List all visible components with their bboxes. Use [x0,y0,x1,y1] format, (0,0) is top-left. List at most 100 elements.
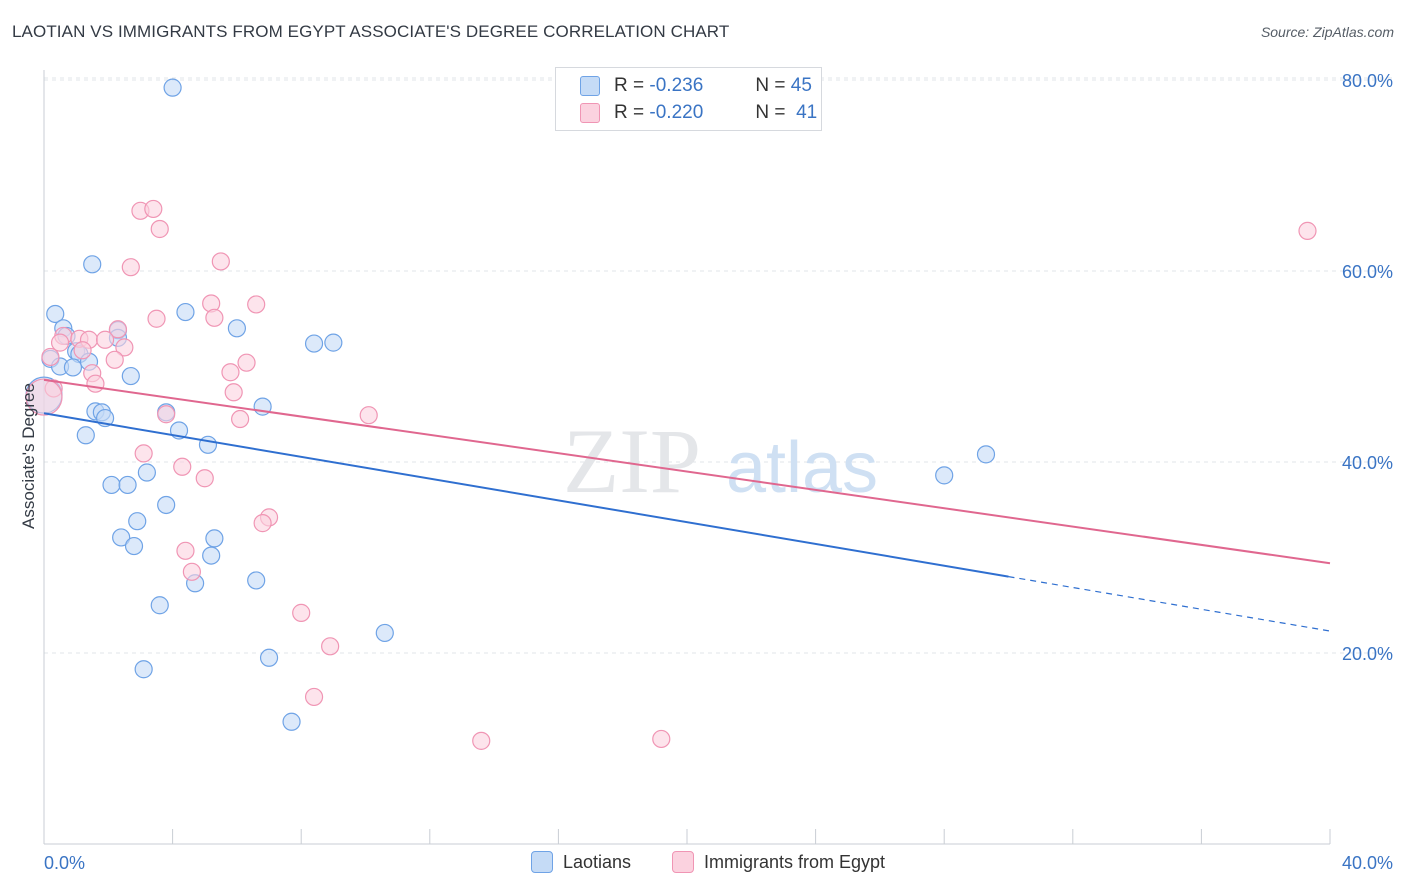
point-egypt [359,406,378,425]
legend-item-egypt[interactable]: Immigrants from Egypt [672,851,885,873]
series-legend: Laotians Immigrants from Egypt [0,851,1406,877]
point-egypt [224,383,243,402]
point-laotians [150,596,169,615]
trend-line-laotians-extension [1008,576,1331,632]
watermark-zip: ZIP [563,410,701,512]
point-egypt [205,308,224,327]
point-egypt [144,199,163,219]
point-egypt [105,350,124,369]
point-egypt [1298,221,1317,240]
r-label: R = [614,102,645,123]
axes [43,70,1331,845]
legend-swatch-laotians [531,851,553,873]
point-laotians [375,623,394,643]
trend-line-laotians [43,412,1009,578]
r-value-egypt: -0.220 [649,102,704,123]
point-egypt [182,562,201,581]
trend-line-egypt [43,378,1331,565]
point-laotians [128,512,147,531]
point-laotians [63,358,83,377]
point-laotians [83,255,102,274]
point-egypt [108,320,128,339]
point-egypt [652,729,671,749]
point-egypt [292,603,311,622]
point-laotians [134,660,153,679]
stats-swatch-laotians [580,76,600,96]
y-tick-label: 80.0% [1342,71,1393,91]
point-laotians [157,495,176,515]
point-egypt [231,409,250,429]
n-label: N = [755,102,786,123]
tick-labels: 20.0% 40.0% 60.0% 80.0% 0.0% 40.0% [44,71,1393,873]
watermark: ZIP atlas [563,410,878,512]
point-egypt [321,637,340,656]
point-egypt [86,374,105,393]
point-laotians [163,78,182,97]
point-egypt [304,687,324,707]
point-egypt [253,514,272,533]
point-laotians [121,366,140,386]
y-tick-label: 40.0% [1342,453,1393,473]
point-laotians [202,546,221,565]
point-laotians [137,463,156,482]
point-egypt [134,444,153,463]
point-egypt [176,541,195,560]
point-egypt [73,341,92,360]
legend-swatch-egypt [672,851,694,873]
stats-row-laotians: R = -0.236 N = 45 [580,73,812,99]
stats-row-egypt: R = -0.220 N = 41 [580,100,817,126]
point-laotians [46,304,65,324]
point-laotians [205,529,224,548]
point-egypt [157,405,176,424]
point-laotians [247,571,266,590]
point-egypt [147,309,166,328]
point-egypt [237,353,256,372]
point-laotians [227,319,246,338]
point-laotians [282,712,301,731]
legend-label-laotians: Laotians [563,851,632,872]
point-laotians [259,648,279,667]
point-egypt [247,295,266,314]
point-egypt [173,457,192,476]
chart-title: LAOTIAN VS IMMIGRANTS FROM EGYPT ASSOCIA… [12,22,730,41]
point-egypt [41,347,60,367]
y-tick-label: 60.0% [1342,262,1393,282]
point-egypt [25,378,63,416]
point-laotians [118,475,137,495]
legend-item-laotians[interactable]: Laotians [531,851,631,873]
source-label: Source: ZipAtlas.com [1260,24,1394,40]
stats-legend: R = -0.236 N = 45 R = -0.220 N = 41 [555,67,822,131]
point-laotians [112,528,131,547]
data-points [25,78,1317,750]
x-tick-label: 40.0% [1342,853,1393,873]
point-egypt [472,731,491,750]
point-laotians [102,475,121,495]
point-laotians [198,435,218,454]
r-value-laotians: -0.236 [649,75,704,96]
x-tick-label: 0.0% [44,853,85,873]
point-egypt [195,469,214,488]
point-laotians [76,426,95,445]
point-laotians [324,333,343,352]
point-laotians [304,334,324,353]
n-value-egypt: 41 [796,102,818,123]
point-laotians [976,445,996,464]
n-label: N = [755,75,786,96]
point-egypt [115,338,134,357]
trend-lines [43,378,1331,632]
point-egypt [95,330,115,349]
n-value-laotians: 45 [790,75,812,96]
point-egypt [221,363,240,382]
point-egypt [121,258,140,277]
point-egypt [211,252,230,271]
y-tick-label: 20.0% [1342,644,1393,664]
legend-label-egypt: Immigrants from Egypt [704,851,886,872]
y-axis-label: Associate's Degree [19,383,38,529]
r-label: R = [614,75,645,96]
point-egypt [150,219,169,239]
point-laotians [935,466,954,485]
point-laotians [176,302,195,322]
stats-swatch-egypt [580,103,600,123]
point-laotians [124,536,144,556]
